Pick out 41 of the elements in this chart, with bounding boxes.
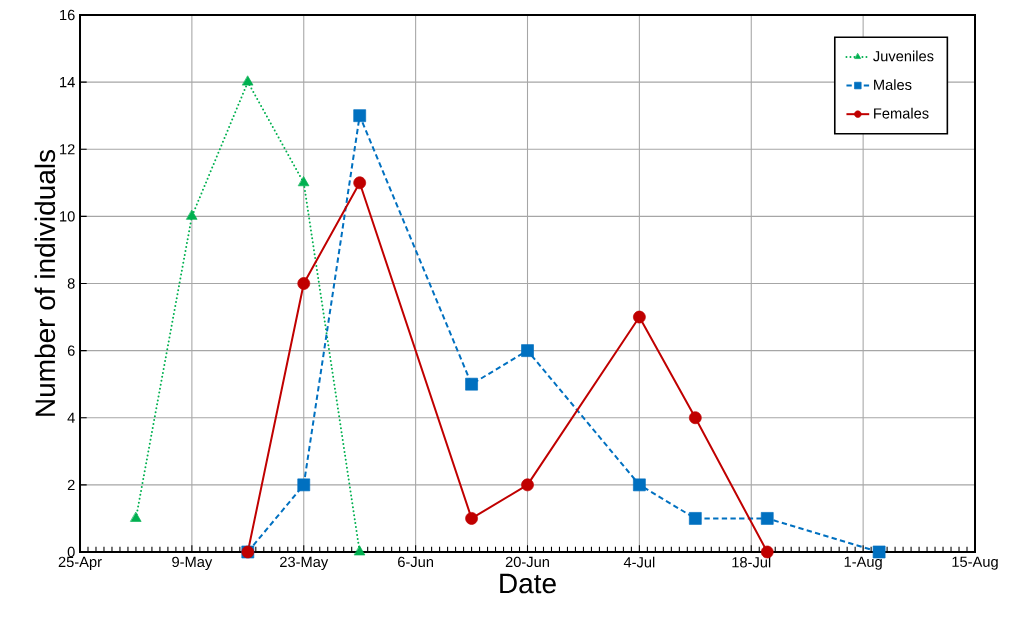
- y-tick-label: 6: [67, 345, 75, 356]
- legend-label: Males: [874, 79, 912, 90]
- point: [130, 512, 142, 522]
- x-tick-label: 4-Jul: [623, 556, 655, 568]
- y-tick-label: 16: [60, 9, 75, 21]
- point: [353, 109, 367, 123]
- point: [353, 176, 367, 190]
- x-tick-label: 15-Aug: [952, 556, 998, 570]
- point: [521, 344, 534, 357]
- point: [186, 210, 198, 220]
- point: [297, 277, 311, 290]
- point: [354, 545, 366, 556]
- point: [760, 512, 774, 525]
- x-tick-label: 23-May: [280, 556, 329, 570]
- point: [298, 176, 310, 187]
- x-tick-label: 20-Jun: [505, 556, 549, 568]
- point: [688, 512, 702, 525]
- x-tick-label: 6-Jun: [398, 556, 434, 568]
- y-axis-title: Number of individuals: [34, 149, 56, 416]
- point: [633, 478, 646, 492]
- y-tick-label: 10: [60, 211, 75, 222]
- y-tick-label: 4: [67, 412, 75, 423]
- point: [521, 478, 534, 492]
- y-tick-label: 14: [60, 77, 75, 88]
- y-tick-label: 0: [67, 546, 75, 558]
- x-tick-label: 18-Jul: [732, 556, 771, 568]
- x-tick-label: 1-Aug: [844, 556, 882, 570]
- y-tick-label: 8: [67, 278, 75, 289]
- point: [688, 411, 702, 425]
- y-tick-label: 12: [60, 144, 75, 155]
- y-tick-label: 2: [67, 479, 75, 490]
- x-tick-label: 25-Apr: [58, 556, 102, 570]
- x-tick-label: 9-May: [172, 556, 213, 570]
- x-axis-title: Date: [500, 573, 556, 594]
- point: [465, 512, 478, 525]
- legend-label: Juveniles: [873, 50, 934, 62]
- point: [465, 377, 478, 391]
- point: [633, 310, 646, 324]
- point: [242, 75, 254, 86]
- point: [297, 478, 311, 492]
- legend-label: Females: [874, 107, 929, 119]
